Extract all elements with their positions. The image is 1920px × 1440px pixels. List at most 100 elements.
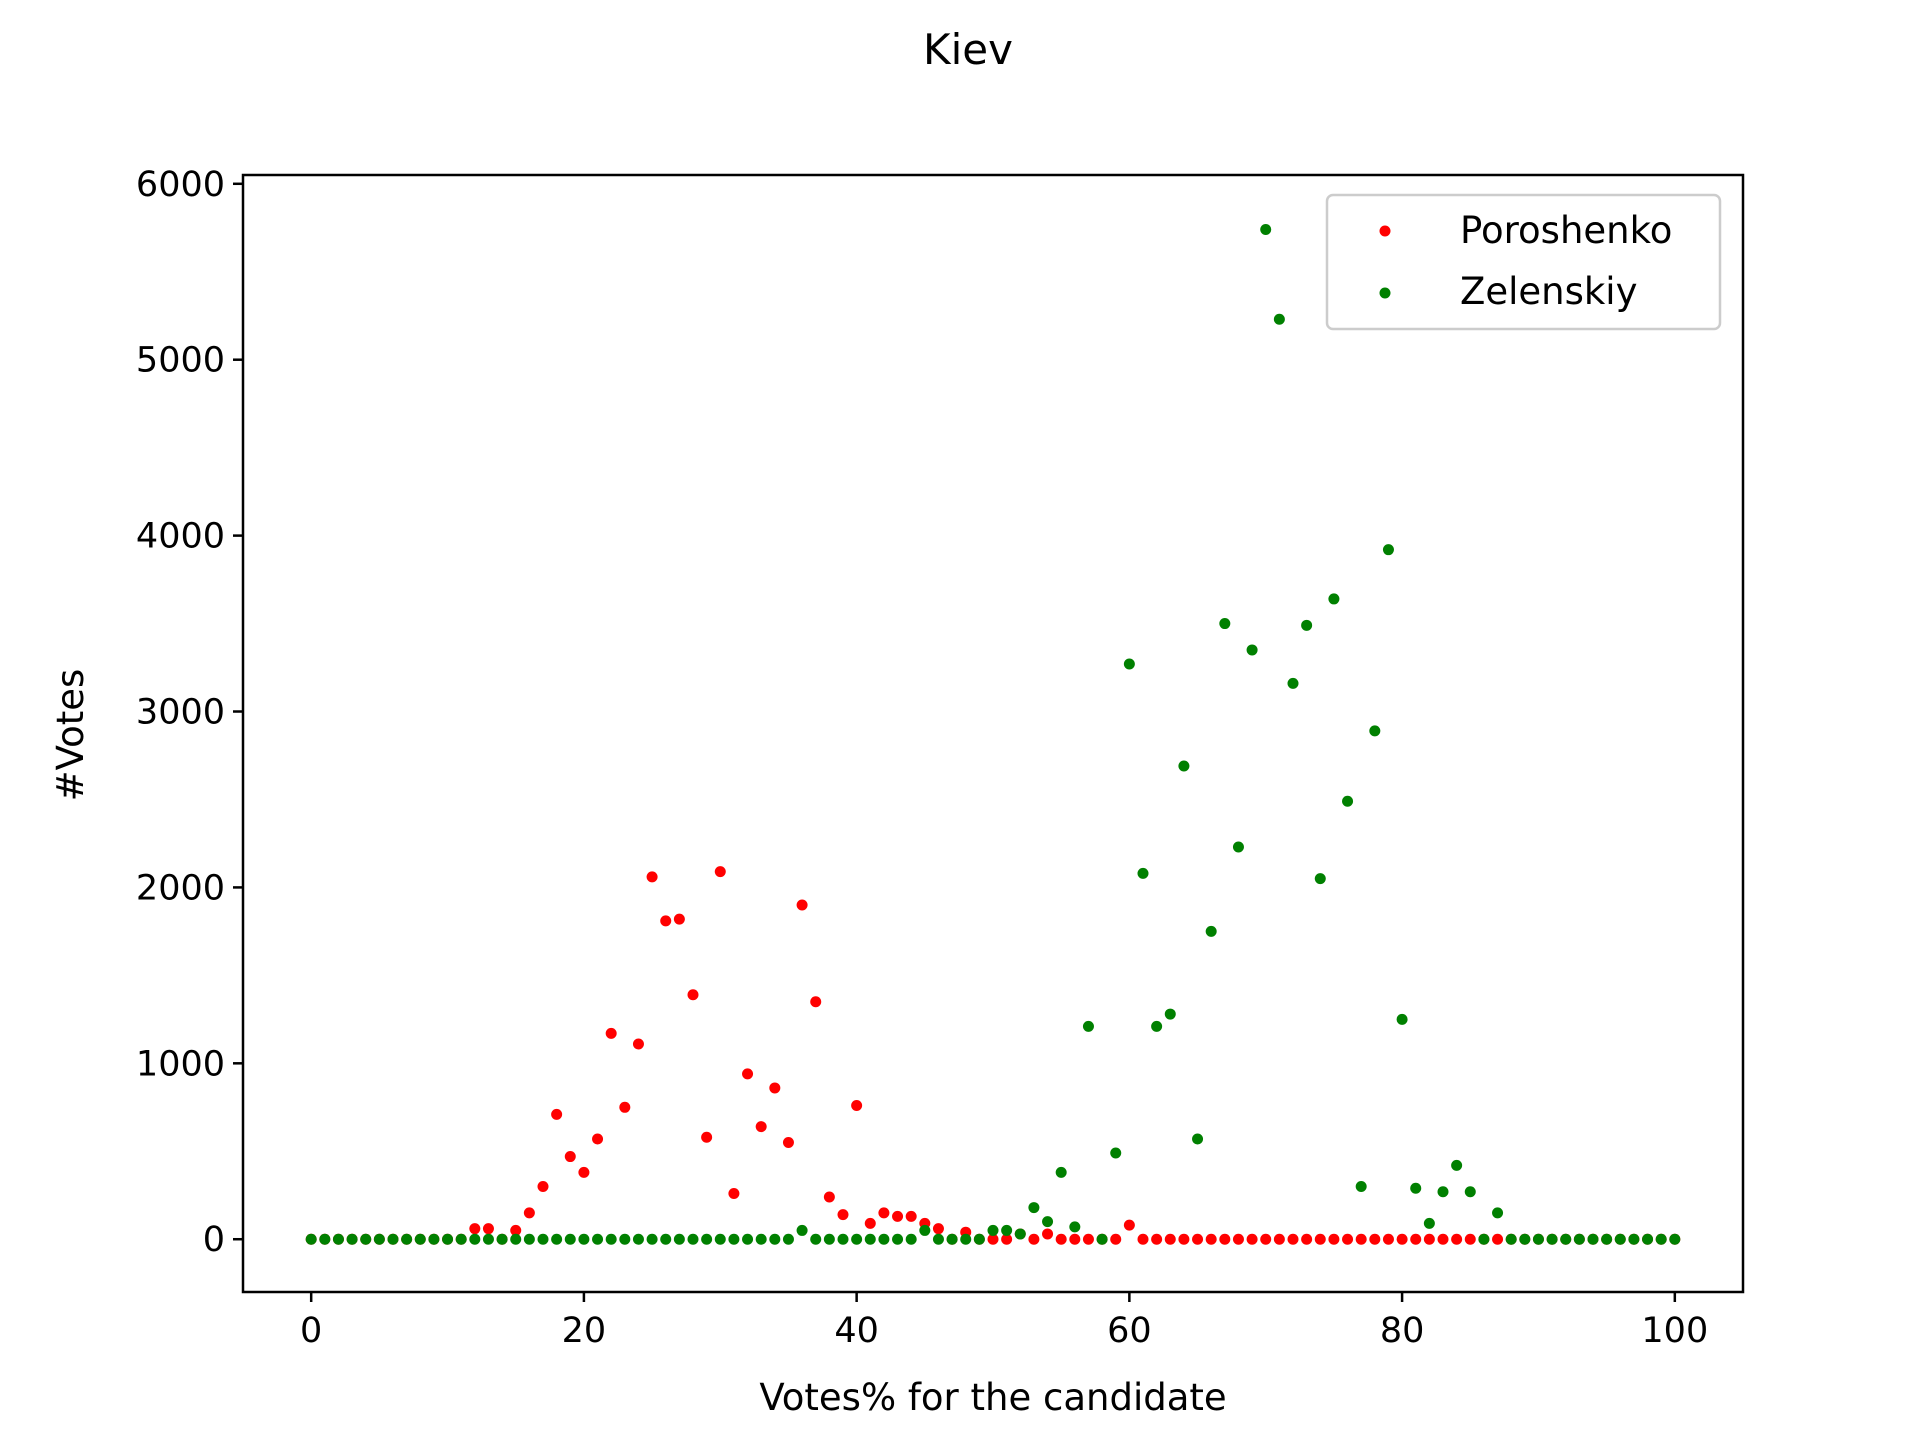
data-point-poroshenko bbox=[687, 989, 699, 1001]
data-point-zelenskiy bbox=[428, 1233, 440, 1245]
data-point-poroshenko bbox=[987, 1233, 999, 1245]
data-point-zelenskiy bbox=[482, 1233, 494, 1245]
data-point-zelenskiy bbox=[673, 1233, 685, 1245]
data-point-zelenskiy bbox=[1246, 644, 1258, 656]
data-point-zelenskiy bbox=[592, 1233, 604, 1245]
data-point-zelenskiy bbox=[469, 1233, 481, 1245]
data-point-poroshenko bbox=[1492, 1233, 1504, 1245]
data-point-zelenskiy bbox=[605, 1233, 617, 1245]
data-point-zelenskiy bbox=[564, 1233, 576, 1245]
data-point-zelenskiy bbox=[1614, 1233, 1626, 1245]
data-point-zelenskiy bbox=[455, 1233, 467, 1245]
legend: Poroshenko Zelenskiy bbox=[1325, 193, 1722, 331]
data-point-zelenskiy bbox=[796, 1224, 808, 1236]
data-point-poroshenko bbox=[469, 1223, 481, 1235]
data-point-zelenskiy bbox=[1505, 1233, 1517, 1245]
data-point-zelenskiy bbox=[1560, 1233, 1572, 1245]
data-point-poroshenko bbox=[1042, 1228, 1054, 1240]
data-point-zelenskiy bbox=[510, 1233, 522, 1245]
data-point-zelenskiy bbox=[1451, 1159, 1463, 1171]
data-point-zelenskiy bbox=[1151, 1020, 1163, 1032]
data-point-zelenskiy bbox=[1055, 1166, 1067, 1178]
data-point-zelenskiy bbox=[1001, 1224, 1013, 1236]
data-point-zelenskiy bbox=[687, 1233, 699, 1245]
data-point-poroshenko bbox=[1423, 1233, 1435, 1245]
data-point-zelenskiy bbox=[1328, 593, 1340, 605]
data-point-zelenskiy bbox=[1492, 1207, 1504, 1219]
data-point-zelenskiy bbox=[1655, 1233, 1667, 1245]
data-point-zelenskiy bbox=[319, 1233, 331, 1245]
data-point-zelenskiy bbox=[578, 1233, 590, 1245]
data-point-poroshenko bbox=[810, 996, 822, 1008]
data-point-zelenskiy bbox=[755, 1233, 767, 1245]
data-points bbox=[305, 224, 1681, 1245]
data-point-zelenskiy bbox=[1205, 925, 1217, 937]
x-axis-label: Votes% for the candidate bbox=[759, 1376, 1226, 1419]
data-point-zelenskiy bbox=[1042, 1216, 1054, 1228]
data-point-poroshenko bbox=[578, 1166, 590, 1178]
data-point-zelenskiy bbox=[1069, 1221, 1081, 1233]
data-point-poroshenko bbox=[1151, 1233, 1163, 1245]
data-point-poroshenko bbox=[1082, 1233, 1094, 1245]
chart-title: Kiev bbox=[923, 25, 1013, 74]
data-point-poroshenko bbox=[1178, 1233, 1190, 1245]
data-point-zelenskiy bbox=[1192, 1133, 1204, 1145]
data-point-zelenskiy bbox=[373, 1233, 385, 1245]
data-point-poroshenko bbox=[1287, 1233, 1299, 1245]
data-point-poroshenko bbox=[646, 871, 658, 883]
data-point-zelenskiy bbox=[1082, 1020, 1094, 1032]
data-point-zelenskiy bbox=[496, 1233, 508, 1245]
y-tick-label: 4000 bbox=[136, 517, 225, 557]
data-point-poroshenko bbox=[551, 1108, 563, 1120]
data-point-poroshenko bbox=[605, 1027, 617, 1039]
data-point-poroshenko bbox=[932, 1223, 944, 1235]
y-tick-label: 6000 bbox=[136, 165, 225, 205]
x-tick-label: 0 bbox=[300, 1311, 322, 1351]
legend-marker-zelenskiy bbox=[1379, 287, 1391, 299]
data-point-zelenskiy bbox=[1642, 1233, 1654, 1245]
data-point-zelenskiy bbox=[1232, 841, 1244, 853]
data-point-poroshenko bbox=[878, 1207, 890, 1219]
data-point-zelenskiy bbox=[1273, 313, 1285, 325]
data-point-zelenskiy bbox=[537, 1233, 549, 1245]
x-tick-label: 100 bbox=[1641, 1311, 1708, 1351]
data-point-zelenskiy bbox=[960, 1233, 972, 1245]
data-point-poroshenko bbox=[592, 1133, 604, 1145]
data-point-poroshenko bbox=[1410, 1233, 1422, 1245]
data-point-zelenskiy bbox=[851, 1233, 863, 1245]
data-point-poroshenko bbox=[1355, 1233, 1367, 1245]
data-point-zelenskiy bbox=[1410, 1182, 1422, 1194]
data-point-zelenskiy bbox=[332, 1233, 344, 1245]
y-tick-label: 3000 bbox=[136, 693, 225, 733]
data-point-poroshenko bbox=[619, 1101, 631, 1113]
data-point-zelenskiy bbox=[387, 1233, 399, 1245]
data-point-zelenskiy bbox=[1028, 1202, 1040, 1214]
data-point-poroshenko bbox=[851, 1100, 863, 1112]
data-point-zelenskiy bbox=[551, 1233, 563, 1245]
data-point-poroshenko bbox=[796, 899, 808, 911]
data-point-zelenskiy bbox=[1587, 1233, 1599, 1245]
data-point-poroshenko bbox=[1273, 1233, 1285, 1245]
data-point-zelenskiy bbox=[360, 1233, 372, 1245]
data-point-zelenskiy bbox=[973, 1233, 985, 1245]
data-point-poroshenko bbox=[823, 1191, 835, 1203]
data-point-zelenskiy bbox=[1314, 873, 1326, 885]
data-point-zelenskiy bbox=[728, 1233, 740, 1245]
data-point-zelenskiy bbox=[864, 1233, 876, 1245]
data-point-poroshenko bbox=[632, 1038, 644, 1050]
data-point-zelenskiy bbox=[1519, 1233, 1531, 1245]
data-point-zelenskiy bbox=[1532, 1233, 1544, 1245]
data-point-poroshenko bbox=[1001, 1233, 1013, 1245]
data-point-zelenskiy bbox=[1137, 867, 1149, 879]
data-point-zelenskiy bbox=[837, 1233, 849, 1245]
data-point-zelenskiy bbox=[946, 1233, 958, 1245]
data-point-zelenskiy bbox=[442, 1233, 454, 1245]
y-tick-label: 1000 bbox=[136, 1044, 225, 1084]
data-point-zelenskiy bbox=[1437, 1186, 1449, 1198]
data-point-poroshenko bbox=[782, 1136, 794, 1148]
data-point-zelenskiy bbox=[1573, 1233, 1585, 1245]
data-point-poroshenko bbox=[1164, 1233, 1176, 1245]
data-point-zelenskiy bbox=[632, 1233, 644, 1245]
